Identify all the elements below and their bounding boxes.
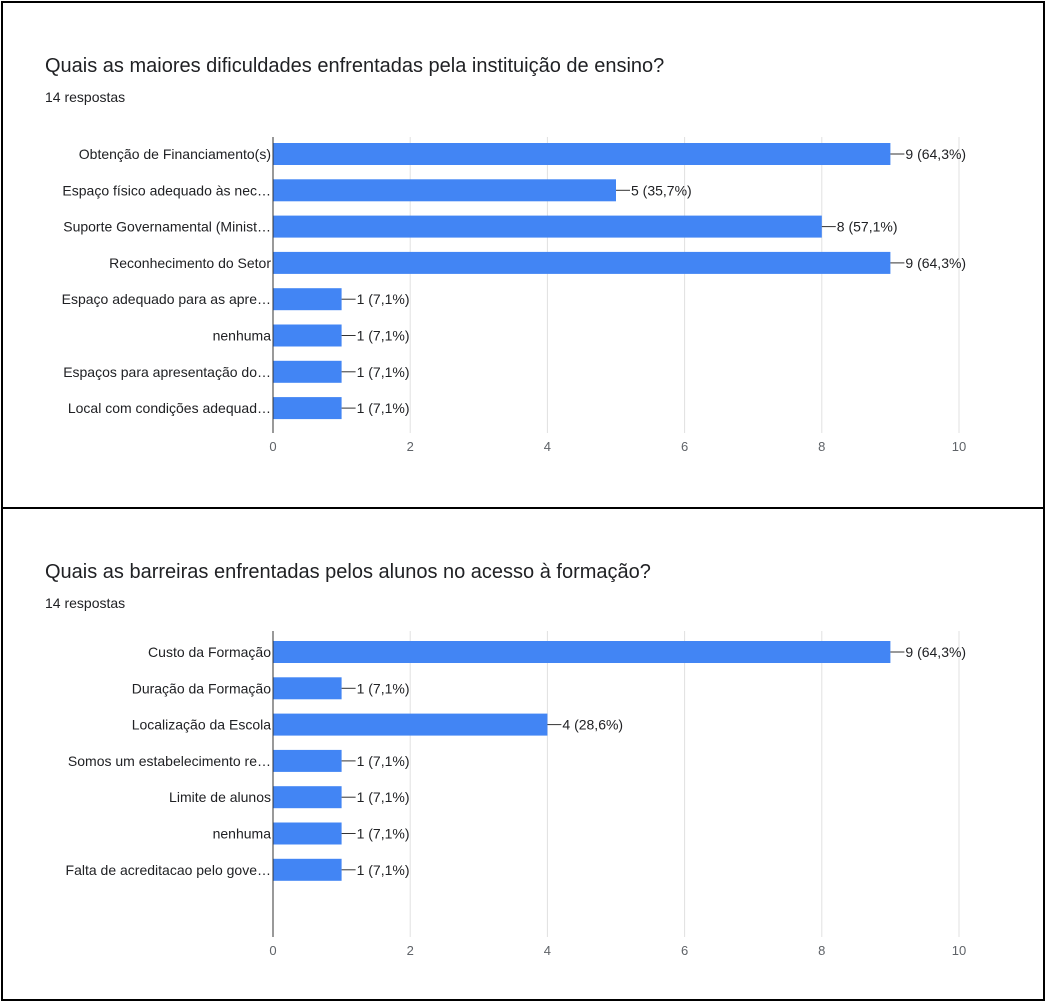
data-label: 1 (7,1%) [357, 364, 410, 380]
data-label: 1 (7,1%) [357, 862, 410, 878]
response-count: 14 respostas [45, 89, 126, 105]
x-tick-label: 10 [952, 439, 966, 454]
bar [273, 858, 342, 881]
x-tick-label: 4 [544, 439, 551, 454]
bar [273, 786, 342, 809]
category-label: nenhuma [213, 328, 272, 344]
category-label: Espaços para apresentação do… [63, 364, 271, 380]
data-label: 1 (7,1%) [357, 753, 410, 769]
bar [273, 749, 342, 772]
bar [273, 288, 342, 311]
category-label: Espaço adequado para as apre… [62, 291, 271, 307]
data-label: 5 (35,7%) [631, 182, 692, 198]
bar [273, 251, 891, 274]
category-label: Reconhecimento do Setor [109, 255, 271, 271]
bar [273, 641, 891, 663]
x-tick-label: 8 [818, 943, 825, 958]
category-label: nenhuma [213, 826, 272, 842]
chart-title: Quais as barreiras enfrentadas pelos alu… [45, 561, 651, 583]
bar-chart-dificuldades: 0 2 4 6 8 10 Obtenção de Financiamento(s) 9 (64… [62, 137, 966, 454]
data-label: 1 (7,1%) [357, 680, 410, 696]
bar [273, 822, 342, 845]
data-label: 1 (7,1%) [357, 400, 410, 416]
x-tick-label: 6 [681, 943, 688, 958]
x-tick-label: 10 [952, 943, 966, 958]
data-label: 1 (7,1%) [357, 291, 410, 307]
data-label: 1 (7,1%) [357, 789, 410, 805]
category-label: Espaço físico adequado às nec… [62, 182, 271, 198]
category-label: Duração da Formação [132, 680, 272, 696]
bar [273, 397, 342, 420]
category-label: Obtenção de Financiamento(s) [79, 146, 271, 162]
x-tick-label: 4 [544, 943, 551, 958]
chart-panel-dificuldades: Quais as maiores dificuldades enfrentada… [1, 1, 1045, 509]
category-label: Falta de acreditacao pelo gove… [66, 862, 271, 878]
x-tick-label: 0 [269, 439, 276, 454]
x-tick-label: 8 [818, 439, 825, 454]
response-count: 14 respostas [45, 595, 126, 611]
bar-chart-barreiras: 0 2 4 6 8 10 Custo da Formação 9 (64,3%) Duração… [66, 631, 966, 958]
bar [273, 179, 616, 202]
x-tick-label: 0 [269, 943, 276, 958]
chart-panel-barreiras: Quais as barreiras enfrentadas pelos alu… [1, 509, 1045, 1001]
data-label: 9 (64,3%) [905, 644, 966, 660]
category-label: Suporte Governamental (Minist… [63, 219, 271, 235]
x-tick-label: 6 [681, 439, 688, 454]
bar [273, 713, 548, 736]
data-label: 8 (57,1%) [837, 219, 898, 235]
bar [273, 215, 822, 238]
category-label: Local com condições adequad… [68, 400, 271, 416]
data-label: 4 (28,6%) [562, 717, 623, 733]
category-label: Localização da Escola [132, 717, 272, 733]
bar [273, 324, 342, 347]
data-label: 1 (7,1%) [357, 826, 410, 842]
chart-title: Quais as maiores dificuldades enfrentada… [45, 55, 665, 77]
category-label: Somos um estabelecimento re… [68, 753, 271, 769]
category-label: Custo da Formação [148, 644, 271, 660]
bar [273, 677, 342, 700]
data-label: 9 (64,3%) [905, 255, 966, 271]
data-label: 1 (7,1%) [357, 328, 410, 344]
category-label: Limite de alunos [169, 789, 271, 805]
x-tick-label: 2 [407, 943, 414, 958]
data-label: 9 (64,3%) [905, 146, 966, 162]
x-tick-label: 2 [407, 439, 414, 454]
bar [273, 143, 891, 165]
bar [273, 360, 342, 383]
